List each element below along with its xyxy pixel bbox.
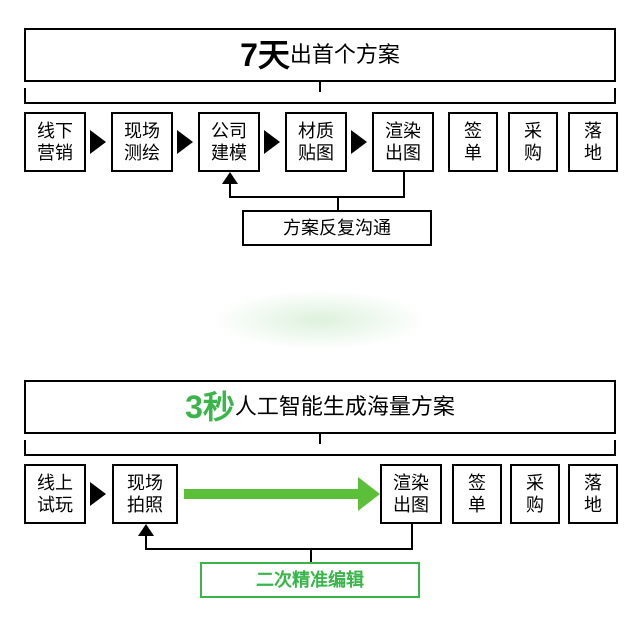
bracket xyxy=(24,88,616,104)
step-box: 渲染出图 xyxy=(372,112,434,172)
title-bold: 7天 xyxy=(240,35,290,75)
arrow-right-icon xyxy=(264,130,280,154)
title-rest: 人工智能生成海量方案 xyxy=(235,393,455,421)
step-box: 现场测绘 xyxy=(111,112,173,172)
arrow-right-icon xyxy=(351,130,367,154)
step-box: 线下营销 xyxy=(24,112,86,172)
green-arrow-bar xyxy=(184,489,358,499)
step-box: 渲染出图 xyxy=(380,464,442,524)
feedback-box: 二次精准编辑 xyxy=(200,562,420,598)
arrow-up-icon xyxy=(138,524,154,536)
step-box: 材质贴图 xyxy=(285,112,347,172)
step-box: 公司建模 xyxy=(198,112,260,172)
arrow-right-icon xyxy=(177,130,193,154)
bottom-title-box: 3秒人工智能生成海量方案 xyxy=(24,380,616,434)
feedback-box: 方案反复沟通 xyxy=(242,210,432,246)
arrow-right-icon xyxy=(90,130,106,154)
step-box: 现场拍照 xyxy=(112,464,178,524)
step-box: 采购 xyxy=(510,464,560,524)
step-box: 采购 xyxy=(508,112,558,172)
arrow-up-icon xyxy=(222,172,238,184)
bracket xyxy=(24,440,616,456)
step-box: 落地 xyxy=(568,112,618,172)
arrow-right-icon xyxy=(90,482,106,506)
step-box: 落地 xyxy=(568,464,618,524)
step-box: 签单 xyxy=(448,112,498,172)
green-arrow-head-icon xyxy=(358,477,380,511)
title-rest: 出首个方案 xyxy=(290,41,400,69)
top-title-box: 7天出首个方案 xyxy=(24,28,616,82)
step-box: 线上试玩 xyxy=(24,464,86,524)
step-box: 签单 xyxy=(452,464,502,524)
title-bold: 3秒 xyxy=(185,387,235,427)
